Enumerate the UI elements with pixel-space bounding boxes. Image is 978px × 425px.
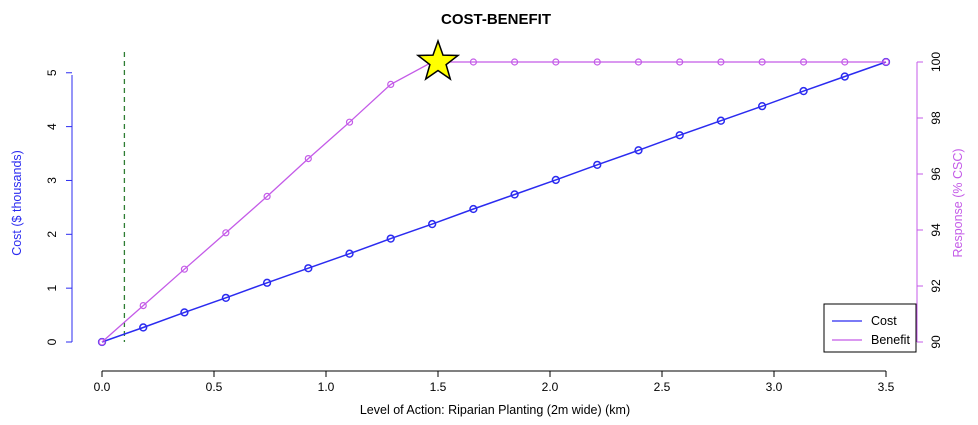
benefit-point — [98, 338, 106, 346]
benefit-point — [841, 58, 849, 66]
benefit-point — [593, 58, 601, 66]
benefit-point — [634, 58, 643, 66]
y-left-tick-label: 1 — [45, 284, 59, 291]
x-axis-title: Level of Action: Riparian Planting (2m w… — [360, 403, 630, 417]
benefit-point — [139, 302, 147, 310]
cost-point — [180, 308, 189, 317]
cost-series-line — [101, 61, 887, 343]
cost-point — [634, 146, 643, 155]
benefit-point — [304, 155, 312, 163]
benefit-point — [222, 229, 230, 237]
benefit-point — [676, 58, 684, 66]
legend-box — [823, 303, 917, 353]
y-right-tick-label: 92 — [929, 279, 943, 293]
cost-point — [386, 234, 395, 243]
cost-point — [716, 116, 726, 125]
series-layer — [97, 57, 891, 347]
benefit-point — [717, 58, 725, 66]
legend-benefit-label: Benefit — [871, 333, 910, 347]
x-tick-label: 3.0 — [766, 380, 783, 394]
cost-point — [510, 190, 519, 199]
cost-point — [139, 323, 148, 332]
cost-point — [428, 219, 437, 229]
cost-point — [262, 278, 272, 287]
y-right-tick-label: 94 — [929, 223, 943, 237]
benefit-point — [180, 265, 189, 273]
y-right-tick-label: 98 — [929, 111, 943, 125]
benefit-point — [469, 58, 477, 66]
y-left-axis: 0 1 2 3 4 5 — [45, 69, 73, 345]
y-right-axis: 90 92 94 96 98 100 — [916, 52, 943, 349]
y-left-tick-label: 4 — [45, 123, 59, 130]
y-left-tick-label: 0 — [45, 338, 59, 345]
x-tick-label: 1.0 — [318, 380, 335, 394]
y-left-tick-label: 3 — [45, 177, 59, 184]
x-tick-label: 0.0 — [94, 380, 111, 394]
y-left-tick-label: 2 — [45, 231, 59, 238]
y-right-tick-label: 96 — [929, 167, 943, 181]
y-left-axis-title: Cost ($ thousands) — [10, 150, 24, 256]
x-axis: 0.0 0.5 1.0 1.5 2.0 2.5 3.0 3.5 — [94, 370, 895, 394]
legend: Cost Benefit — [823, 303, 917, 353]
cost-point — [345, 249, 354, 258]
x-tick-label: 1.5 — [430, 380, 447, 394]
optimum-star-marker — [415, 38, 461, 81]
cost-point — [675, 131, 684, 140]
benefit-point — [263, 192, 271, 200]
x-tick-label: 0.5 — [206, 380, 223, 394]
cost-point — [757, 102, 767, 111]
cost-point — [551, 175, 560, 185]
cost-point — [469, 204, 478, 214]
cost-point — [221, 293, 231, 302]
benefit-series-line — [101, 61, 886, 343]
benefit-point — [511, 58, 519, 66]
benefit-point — [387, 80, 395, 89]
y-right-tick-label: 90 — [929, 335, 943, 349]
benefit-point — [345, 118, 354, 126]
cost-point — [799, 86, 808, 96]
benefit-point — [882, 58, 890, 66]
y-right-axis-title: Response (% CSC) — [951, 148, 965, 257]
cost-point — [304, 264, 313, 273]
benefit-point — [758, 58, 766, 66]
benefit-point — [799, 58, 808, 66]
y-left-tick-label: 5 — [45, 69, 59, 76]
cost-point — [840, 72, 849, 81]
x-tick-label: 2.0 — [542, 380, 559, 394]
x-tick-label: 2.5 — [654, 380, 671, 394]
y-right-tick-label: 100 — [929, 52, 943, 72]
benefit-point — [552, 58, 560, 66]
chart-title: COST-BENEFIT — [441, 11, 551, 28]
cost-point — [593, 160, 602, 169]
legend-cost-label: Cost — [871, 314, 897, 328]
x-tick-label: 3.5 — [878, 380, 895, 394]
